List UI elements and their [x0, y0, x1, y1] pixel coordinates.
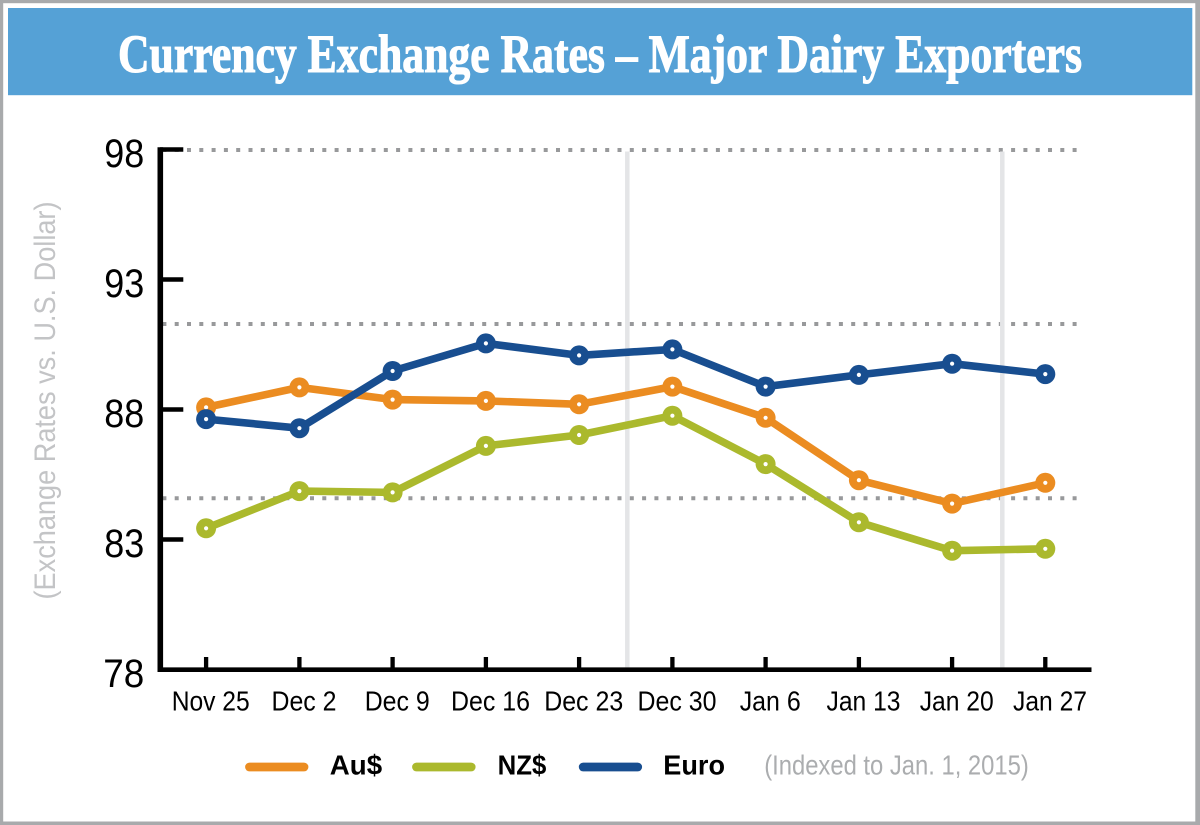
svg-text:Euro: Euro: [663, 749, 725, 780]
svg-text:Dec 9: Dec 9: [365, 685, 430, 716]
svg-text:Jan 27: Jan 27: [1013, 685, 1087, 716]
svg-text:93: 93: [104, 262, 144, 306]
svg-text:(Exchange Rates vs. U.S. Dolla: (Exchange Rates vs. U.S. Dollar): [29, 202, 62, 600]
svg-text:(Indexed to Jan. 1, 2015): (Indexed to Jan. 1, 2015): [764, 749, 1029, 780]
svg-text:Dec 30: Dec 30: [638, 685, 717, 716]
svg-text:NZ$: NZ$: [498, 749, 547, 780]
svg-text:98: 98: [104, 132, 144, 176]
svg-text:83: 83: [104, 522, 144, 566]
svg-text:78: 78: [103, 652, 144, 696]
svg-text:Jan 20: Jan 20: [920, 685, 994, 716]
svg-text:Jan 13: Jan 13: [827, 685, 901, 716]
svg-text:Currency Exchange Rates – Majo: Currency Exchange Rates – Major Dairy Ex…: [118, 24, 1082, 84]
svg-text:Dec 23: Dec 23: [544, 685, 623, 716]
svg-text:88: 88: [104, 392, 144, 436]
svg-text:Nov 25: Nov 25: [172, 685, 250, 716]
svg-text:Au$: Au$: [330, 749, 383, 780]
svg-text:Jan 6: Jan 6: [740, 685, 801, 716]
svg-text:Dec 2: Dec 2: [272, 685, 337, 716]
svg-text:Dec 16: Dec 16: [451, 685, 530, 716]
